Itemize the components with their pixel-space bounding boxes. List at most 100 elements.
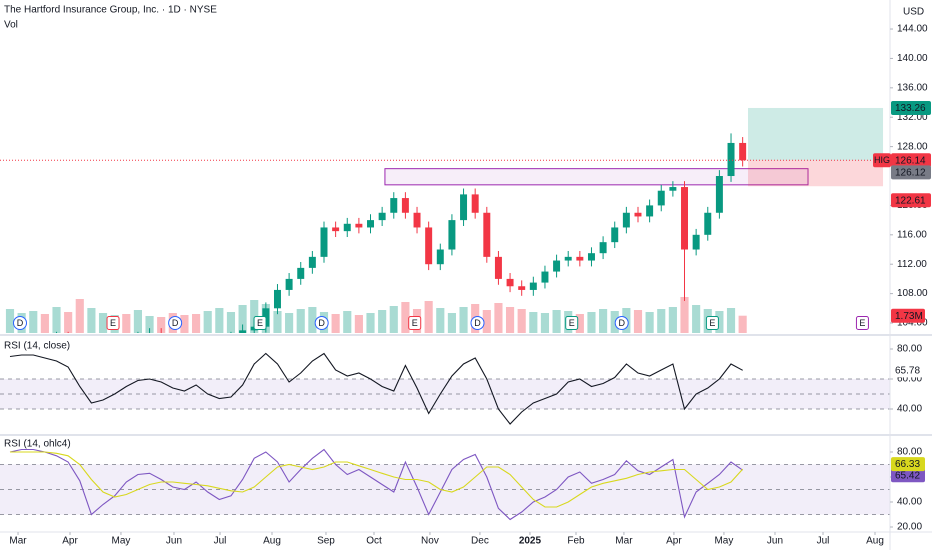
volume-bar [575,314,584,333]
x-tick-label: 2025 [519,536,542,547]
volume-bar [529,312,538,333]
volume-bar [250,300,259,333]
volume-bar [715,311,724,333]
event-label: D [618,318,625,328]
candle-body [343,223,351,232]
y-tick-label: 132.00 [897,112,928,123]
currency-label: USD [903,7,924,18]
volume-bar [133,310,142,333]
volume-bar [401,302,410,333]
candle-body [494,256,502,279]
dividend-marker [314,316,329,330]
x-tick-label: Aug [866,536,884,547]
volume-bar [122,314,131,333]
candle-body [529,282,537,290]
y-tick-label: 40.00 [897,497,922,508]
candle-body [715,176,723,213]
price-label: 133.26 [895,103,926,114]
earnings-marker [855,316,869,330]
x-tick-label: Jul [817,536,830,547]
x-tick-label: May [111,536,130,547]
candle-body [506,278,514,287]
volume-bar [145,316,154,333]
volume-bar [668,307,677,333]
y-tick-label: 80.00 [897,344,922,355]
price-label-box [891,363,925,378]
y-tick-label: 80.00 [897,447,922,458]
rsi-band [0,464,890,515]
volume-bar [226,312,236,333]
volume-bar [726,308,736,333]
volume-bar [680,297,689,333]
price-label: 1.73M [895,311,923,322]
volume-bar [273,311,282,333]
earnings-marker [705,316,719,330]
volume-bar [308,307,317,333]
volume-bar [87,308,96,333]
price-label-box [891,308,925,323]
earnings-marker [106,316,120,330]
candle-body [704,212,712,235]
volume-bar [366,313,375,333]
rsi-title: RSI (14, close) [4,341,70,352]
position-target [748,107,884,161]
event-label: D [474,318,481,328]
event-label: E [412,318,418,328]
price-label-box [891,468,925,483]
dividend-marker [614,316,629,330]
candle-body [669,187,677,191]
volume-bar [203,311,212,333]
y-tick-label: 20.00 [897,522,922,533]
rsi-title: RSI (14, ohlc4) [4,439,71,450]
volume-bar [343,311,352,333]
y-tick-label: 104.00 [897,318,928,329]
x-tick-label: Apr [62,536,78,547]
volume-bar [98,313,108,333]
price-label: 126.12 [895,168,926,179]
candle-body [308,256,316,268]
candle-body [483,212,491,257]
volume-bar [238,305,247,333]
symbol-label-box [873,153,891,168]
volume-bar [517,309,526,333]
rsi-line [9,352,743,425]
x-tick-label: Jul [214,536,227,547]
x-tick-label: Dec [471,536,489,547]
y-tick-label: 136.00 [897,82,928,93]
event-label: E [569,318,575,328]
x-tick-label: Sep [317,536,335,547]
price-label: 66.33 [895,459,920,470]
y-tick-label: 60.00 [897,374,922,385]
candle-body [367,220,375,228]
candle-body [646,205,654,217]
x-tick-label: Nov [421,536,439,547]
volume-bar [482,310,491,333]
price-label: 65.42 [895,470,920,481]
earnings-marker [253,316,267,330]
volume-bar [192,314,201,333]
volume-bar [459,307,468,333]
x-tick-label: Jun [767,536,783,547]
rsi-band [0,379,890,410]
rsi-line [10,451,744,508]
dividend-marker [168,316,183,330]
candle-body [239,330,247,333]
volume-title: Vol [4,20,18,31]
price-label-box [891,100,931,115]
x-tick-label: Mar [9,536,27,547]
candle-body [541,271,549,283]
candle-body [611,227,619,243]
candle-body [297,267,305,279]
x-tick-label: May [714,536,733,547]
event-label: E [859,318,865,328]
price-label: 122.61 [895,195,926,206]
volume-bar [599,309,608,333]
candle-body [657,190,665,206]
x-tick-label: Mar [615,536,633,547]
candle-body [401,198,409,213]
volume-bar [552,310,561,333]
candle-body [425,227,433,265]
volume-bar [29,311,38,333]
